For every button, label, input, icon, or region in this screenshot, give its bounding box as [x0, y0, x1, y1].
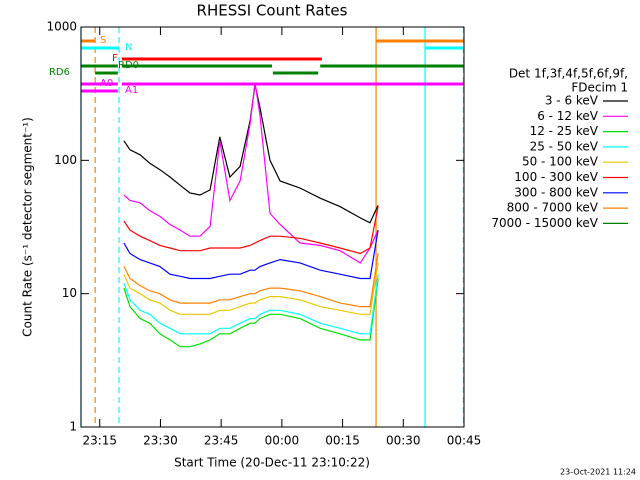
- x-axis-label: Start Time (20-Dec-11 23:10:22): [174, 456, 370, 470]
- legend-label: 300 - 800 keV: [514, 185, 598, 199]
- series-line: [123, 274, 379, 335]
- chart-title: RHESSI Count Rates: [197, 2, 348, 20]
- flag-label: N: [125, 42, 132, 53]
- legend-label: 7000 - 15000 keV: [491, 216, 598, 230]
- legend-title: FDecim 1: [571, 81, 628, 95]
- series-line: [123, 262, 379, 315]
- flag-label: RD0: [118, 60, 139, 71]
- footer: 23-Oct-2021 11:24: [560, 468, 636, 477]
- flag-label: A1: [125, 85, 138, 96]
- y-axis-label: Count Rate (s⁻¹ detector segment⁻¹): [21, 117, 35, 337]
- series-line: [123, 278, 379, 348]
- x-tick-label: 00:45: [447, 434, 482, 448]
- x-tick-label: 23:30: [143, 434, 178, 448]
- series-line: [123, 82, 379, 264]
- legend-label: 12 - 25 keV: [530, 124, 599, 138]
- series-line: [123, 206, 379, 255]
- flag-label: A0: [100, 78, 113, 89]
- legend-label: 100 - 300 keV: [514, 170, 598, 184]
- plot-frame: [80, 26, 465, 428]
- legend-label: 25 - 50 keV: [530, 139, 599, 153]
- series-line: [123, 253, 379, 308]
- flag-label: RD6: [49, 67, 70, 78]
- y-tick-label: 1000: [46, 20, 77, 34]
- legend-title: Det 1f,3f,4f,5f,6f,9f,: [509, 67, 628, 81]
- flag-label: F: [112, 53, 118, 64]
- legend-label: 3 - 6 keV: [545, 94, 599, 108]
- x-tick-label: 00:15: [325, 434, 360, 448]
- legend-label: 800 - 7000 keV: [507, 201, 599, 215]
- x-tick-label: 23:45: [204, 434, 239, 448]
- y-tick-label: 10: [62, 286, 77, 300]
- y-tick-label: 100: [54, 153, 77, 167]
- x-tick-label: 00:30: [386, 434, 421, 448]
- flag-label: S: [100, 35, 106, 46]
- legend-label: 6 - 12 keV: [537, 109, 599, 123]
- series-line: [123, 84, 379, 224]
- x-tick-label: 23:15: [82, 434, 117, 448]
- x-tick-label: 00:00: [265, 434, 300, 448]
- y-tick-label: 1: [69, 420, 77, 434]
- legend-label: 50 - 100 keV: [522, 155, 599, 169]
- series-line: [123, 230, 379, 280]
